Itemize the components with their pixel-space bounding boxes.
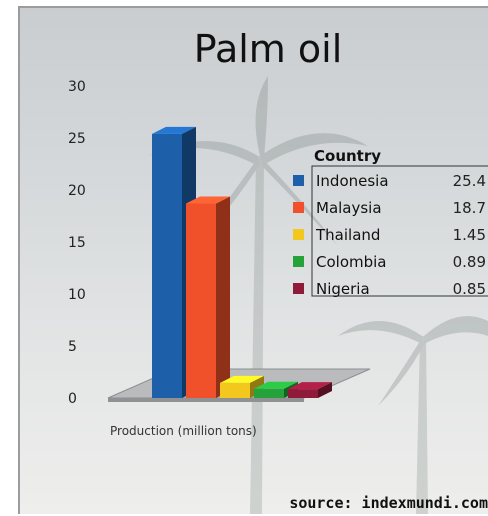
chart-frame: Palm oil 0 5 10 15 20 25 30 Production (millio… xyxy=(18,6,488,514)
y-tick-label: 20 xyxy=(68,183,86,199)
bar-top xyxy=(186,196,230,204)
bar-side xyxy=(318,382,332,398)
legend-label: Nigeria xyxy=(316,280,370,298)
y-tick-label: 5 xyxy=(68,339,77,355)
chart-floor-edge xyxy=(108,398,304,402)
bar-top xyxy=(220,375,264,383)
legend-swatch xyxy=(293,256,304,267)
bar-top xyxy=(288,382,332,390)
y-tick-label: 30 xyxy=(68,79,86,95)
legend-value: 25.4 xyxy=(453,172,486,190)
bar-nigeria xyxy=(288,382,332,398)
bar-top xyxy=(254,381,298,389)
y-tick-label: 10 xyxy=(68,287,86,303)
bars xyxy=(152,126,332,398)
frame-border-left xyxy=(18,6,20,514)
bar-malaysia xyxy=(186,196,230,398)
source-note: source: indexmundi.com xyxy=(289,494,488,512)
bar-front xyxy=(288,389,318,398)
y-tick-label: 25 xyxy=(68,131,86,147)
legend-title: Country xyxy=(314,147,381,165)
legend-swatch xyxy=(293,175,304,186)
frame-border-top xyxy=(18,6,488,8)
bar-side xyxy=(216,196,230,398)
legend: Indonesia 25.4 Malaysia 18.7 Thailand 1.45 Col… xyxy=(293,172,486,298)
bar-front xyxy=(186,203,216,398)
legend-value: 18.7 xyxy=(453,199,486,217)
chart-title: Palm oil xyxy=(194,27,343,71)
legend-label: Colombia xyxy=(316,253,387,271)
chart-canvas: Palm oil 0 5 10 15 20 25 30 Production (millio… xyxy=(68,27,488,514)
x-axis-label: Production (million tons) xyxy=(110,424,257,438)
legend-value: 0.85 xyxy=(453,280,486,298)
legend-value: 1.45 xyxy=(453,226,486,244)
bar-top xyxy=(152,126,196,134)
legend-swatch xyxy=(293,283,304,294)
legend-label: Thailand xyxy=(315,226,380,244)
y-tick-label: 15 xyxy=(68,235,86,251)
legend-label: Malaysia xyxy=(316,199,382,217)
bar-thailand xyxy=(220,375,264,398)
legend-value: 0.89 xyxy=(453,253,486,271)
legend-swatch xyxy=(293,229,304,240)
legend-swatch xyxy=(293,202,304,213)
bar-front xyxy=(254,388,284,398)
y-tick-label: 0 xyxy=(68,391,77,407)
legend-label: Indonesia xyxy=(316,172,389,190)
bar-front xyxy=(152,133,182,398)
bar-front xyxy=(220,382,250,398)
y-axis-ticks: 0 5 10 15 20 25 30 xyxy=(68,79,86,407)
